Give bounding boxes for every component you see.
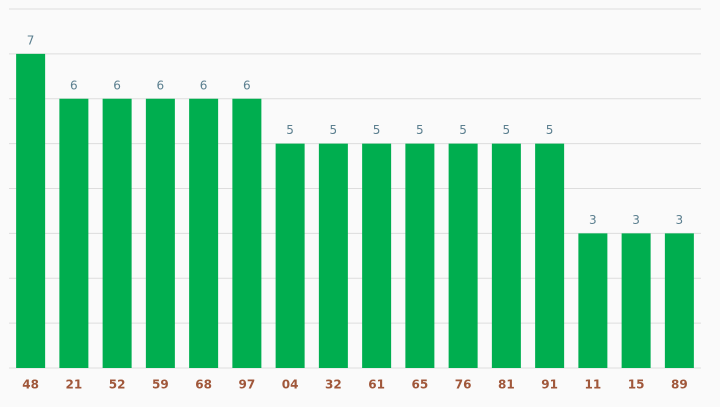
value-label: 6 [113, 78, 121, 92]
bar [578, 233, 608, 368]
value-label: 3 [589, 213, 597, 227]
value-label: 5 [416, 123, 424, 137]
value-label: 7 [27, 33, 35, 47]
value-label: 6 [243, 78, 251, 92]
bar [59, 98, 89, 368]
value-label: 5 [286, 123, 294, 137]
x-tick-label: 48 [22, 378, 39, 392]
x-tick-label: 32 [325, 378, 342, 392]
bar [405, 143, 435, 368]
bar [275, 143, 305, 368]
bar [535, 143, 565, 368]
bar [145, 98, 175, 368]
x-tick-label: 15 [628, 378, 645, 392]
bar [189, 98, 219, 368]
bar [491, 143, 521, 368]
value-label: 3 [632, 213, 640, 227]
x-tick-label: 21 [66, 378, 83, 392]
x-tick-label: 97 [239, 378, 256, 392]
bar [448, 143, 478, 368]
bar [16, 53, 46, 368]
value-label: 3 [676, 213, 684, 227]
bar [621, 233, 651, 368]
x-tick-label: 61 [368, 378, 385, 392]
bar [318, 143, 348, 368]
x-tick-label: 65 [412, 378, 429, 392]
x-tick-label: 89 [671, 378, 688, 392]
value-label: 5 [503, 123, 511, 137]
x-tick-label: 76 [455, 378, 472, 392]
value-label: 5 [546, 123, 554, 137]
x-tick-label: 52 [109, 378, 126, 392]
x-tick-label: 04 [282, 378, 299, 392]
value-label: 6 [70, 78, 78, 92]
x-tick-label: 68 [195, 378, 212, 392]
value-label: 6 [200, 78, 208, 92]
bar [102, 98, 132, 368]
value-label: 6 [157, 78, 165, 92]
value-label: 5 [459, 123, 467, 137]
bar [232, 98, 262, 368]
x-tick-label: 59 [152, 378, 169, 392]
value-label: 5 [373, 123, 381, 137]
x-tick-label: 81 [498, 378, 515, 392]
x-tick-label: 11 [585, 378, 602, 392]
bar [362, 143, 392, 368]
bar [664, 233, 694, 368]
x-tick-label: 91 [541, 378, 558, 392]
value-label: 5 [330, 123, 338, 137]
